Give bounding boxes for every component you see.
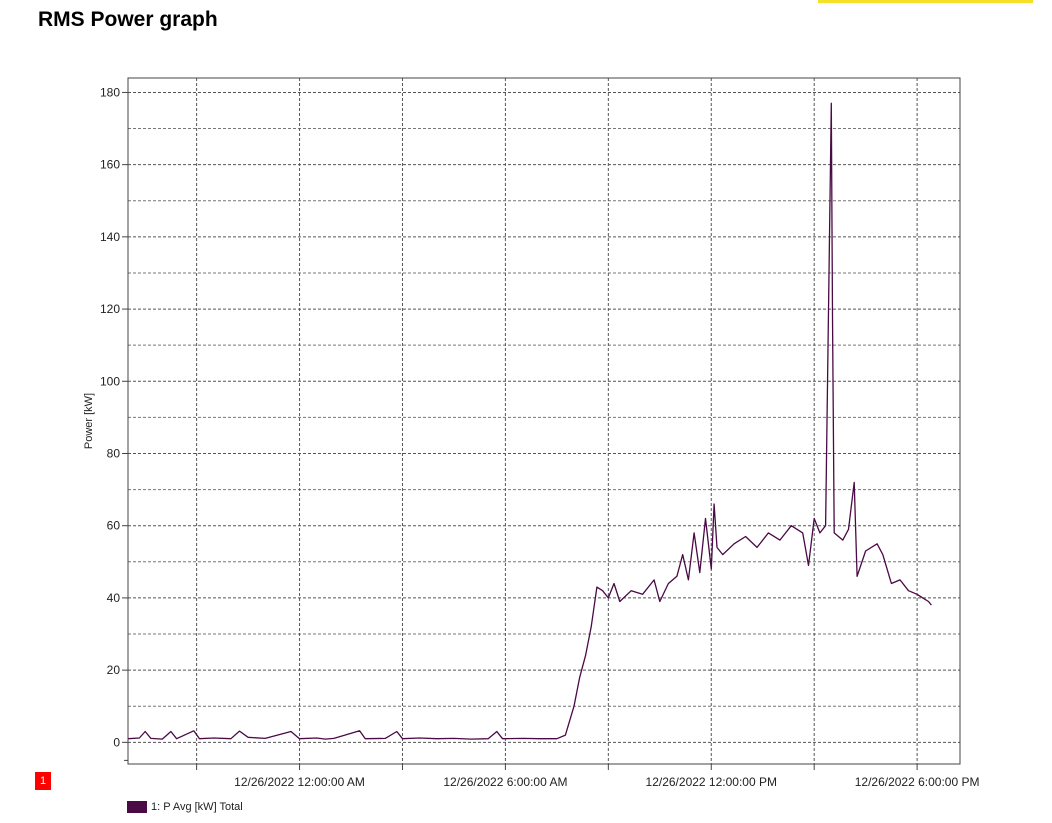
- accent-bar: [818, 0, 1033, 3]
- page-title: RMS Power graph: [38, 8, 218, 31]
- legend-label: 1: P Avg [kW] Total: [151, 801, 243, 813]
- legend[interactable]: 1: P Avg [kW] Total: [127, 800, 243, 814]
- plot-area: [127, 77, 961, 765]
- x-tick-label: 12/26/2022 12:00:00 PM: [646, 775, 777, 789]
- grid: [128, 78, 960, 764]
- y-tick-label: 0: [113, 735, 120, 749]
- y-tick-label: 180: [100, 85, 120, 99]
- y-tick-label: 60: [107, 519, 121, 533]
- y-tick-label: 140: [100, 230, 120, 244]
- y-tick-label: 40: [107, 591, 121, 605]
- x-tick-label: 12/26/2022 12:00:00 AM: [234, 775, 365, 789]
- x-axis: 12/26/2022 12:00:00 AM 12/26/2022 6:00:00…: [196, 764, 980, 789]
- y-tick-label: 80: [107, 446, 121, 460]
- y-tick-label: 120: [100, 302, 120, 316]
- y-axis-label: Power [kW]: [83, 393, 95, 449]
- series-layer: [127, 102, 932, 740]
- x-tick-label: 12/26/2022 6:00:00 PM: [855, 775, 980, 789]
- y-tick-label: 100: [100, 374, 120, 388]
- x-tick-label: 12/26/2022 6:00:00 AM: [443, 775, 567, 789]
- y-tick-label: 160: [100, 158, 120, 172]
- marker-badge[interactable]: 1: [35, 772, 51, 790]
- legend-swatch: [127, 801, 147, 813]
- series-line-p-avg-total: [127, 102, 932, 740]
- y-axis: 0 20 40 60 80 100 120 140 160 180: [100, 85, 128, 761]
- y-tick-label: 20: [107, 663, 121, 677]
